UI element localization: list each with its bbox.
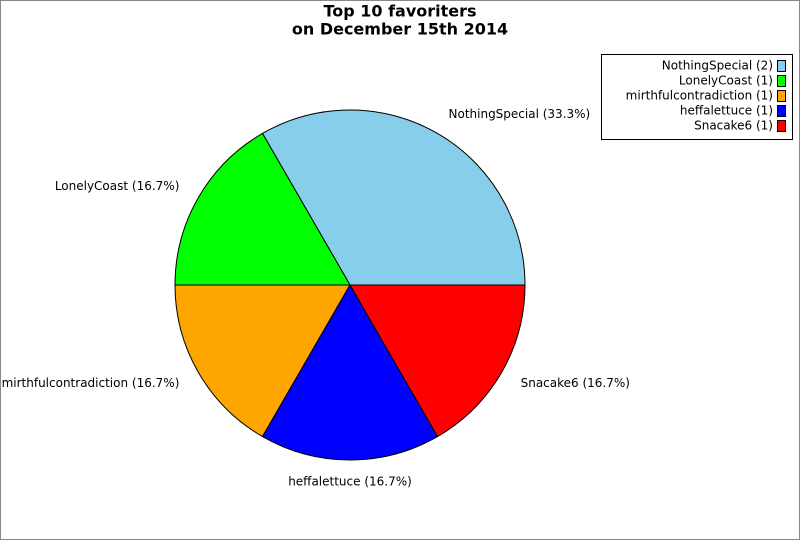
pie-slice — [349, 284, 526, 438]
pie-slice — [174, 284, 351, 438]
slice-label: Snacake6 (16.7%) — [521, 376, 630, 390]
legend-swatch — [777, 90, 786, 102]
legend-swatch — [777, 60, 786, 72]
pie-slice — [261, 109, 526, 286]
legend-box — [601, 54, 793, 140]
legend-swatch — [777, 105, 786, 117]
slice-label: NothingSpecial (33.3%) — [449, 107, 591, 121]
legend-label: mirthfulcontradiction (1) — [626, 89, 773, 103]
legend-label: Snacake6 (1) — [694, 119, 773, 133]
chart-subtitle: on December 15th 2014 — [292, 20, 508, 39]
pie-slice — [261, 284, 439, 461]
legend-swatch — [777, 120, 786, 132]
slice-label: mirthfulcontradiction (16.7%) — [2, 376, 180, 390]
legend-label: LonelyCoast (1) — [679, 74, 773, 88]
legend-swatch — [777, 75, 786, 87]
slice-label: heffalettuce (16.7%) — [288, 475, 412, 489]
chart-title: Top 10 favoriters — [323, 2, 476, 21]
legend-label: NothingSpecial (2) — [662, 59, 773, 73]
legend-label: heffalettuce (1) — [680, 104, 773, 118]
slice-label: LonelyCoast (16.7%) — [55, 179, 180, 193]
pie-slice — [174, 132, 351, 286]
